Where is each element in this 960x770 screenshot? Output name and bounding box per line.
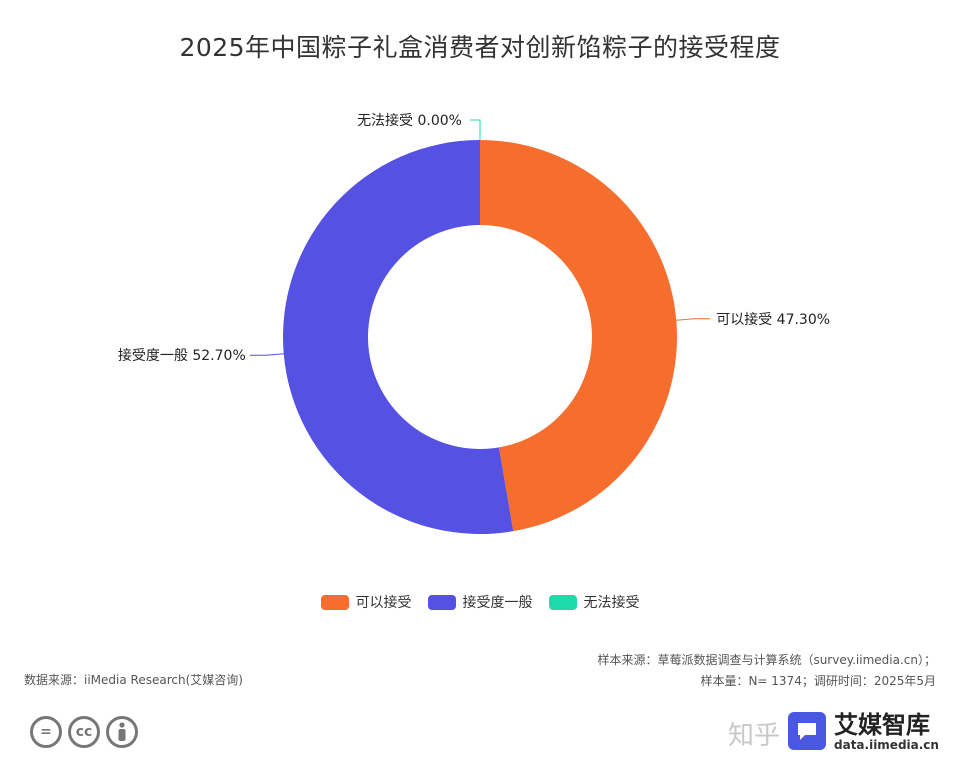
- sample-size: 样本量：N= 1374；调研时间：2025年5月: [700, 674, 936, 688]
- legend-swatch-accept: [320, 594, 349, 610]
- leader-line-neutral: [249, 353, 284, 356]
- slice-neutral[interactable]: [283, 140, 514, 534]
- legend-label-accept: 可以接受: [355, 595, 412, 611]
- sample-info: 样本来源：草莓派数据调查与计算系统（survey.iimedia.cn）； 样本…: [597, 650, 936, 692]
- cc-icon: cc: [68, 716, 100, 748]
- data-label-reject: 无法接受 0.00%: [357, 112, 462, 129]
- legend-swatch-neutral: [427, 594, 456, 610]
- data-label-accept: 可以接受 47.30%: [716, 311, 830, 328]
- legend-item-reject[interactable]: 无法接受: [548, 592, 640, 612]
- person-icon: [106, 716, 138, 748]
- leader-line-reject: [470, 119, 481, 140]
- brand-mark: 艾媒智库 data.iimedia.cn: [788, 712, 939, 752]
- legend-item-neutral[interactable]: 接受度一般: [427, 592, 533, 612]
- brand-url: data.iimedia.cn: [834, 738, 939, 752]
- slice-accept[interactable]: [480, 140, 678, 532]
- legend-label-neutral: 接受度一般: [462, 595, 533, 611]
- data-source: 数据来源：iiMedia Research(艾媒咨询): [24, 673, 243, 687]
- zhihu-watermark: 知乎: [728, 721, 781, 751]
- brand-logo-icon: [788, 712, 826, 750]
- chart-title: 2025年中国粽子礼盒消费者对创新馅粽子的接受程度: [179, 33, 781, 62]
- equals-icon: =: [30, 716, 62, 748]
- donut-chart: 可以接受 47.30% 接受度一般 52.70% 无法接受 0.00%: [118, 112, 830, 534]
- legend-label-reject: 无法接受: [583, 595, 640, 611]
- legend-swatch-reject: [548, 594, 577, 610]
- brand-name: 艾媒智库: [834, 711, 930, 739]
- license-icons: = cc: [30, 716, 138, 748]
- legend: 可以接受 接受度一般 无法接受: [0, 592, 960, 612]
- data-label-neutral: 接受度一般 52.70%: [118, 347, 246, 364]
- leader-line-accept: [676, 318, 711, 321]
- sample-source: 样本来源：草莓派数据调查与计算系统（survey.iimedia.cn）；: [597, 653, 936, 667]
- legend-item-accept[interactable]: 可以接受: [320, 592, 412, 612]
